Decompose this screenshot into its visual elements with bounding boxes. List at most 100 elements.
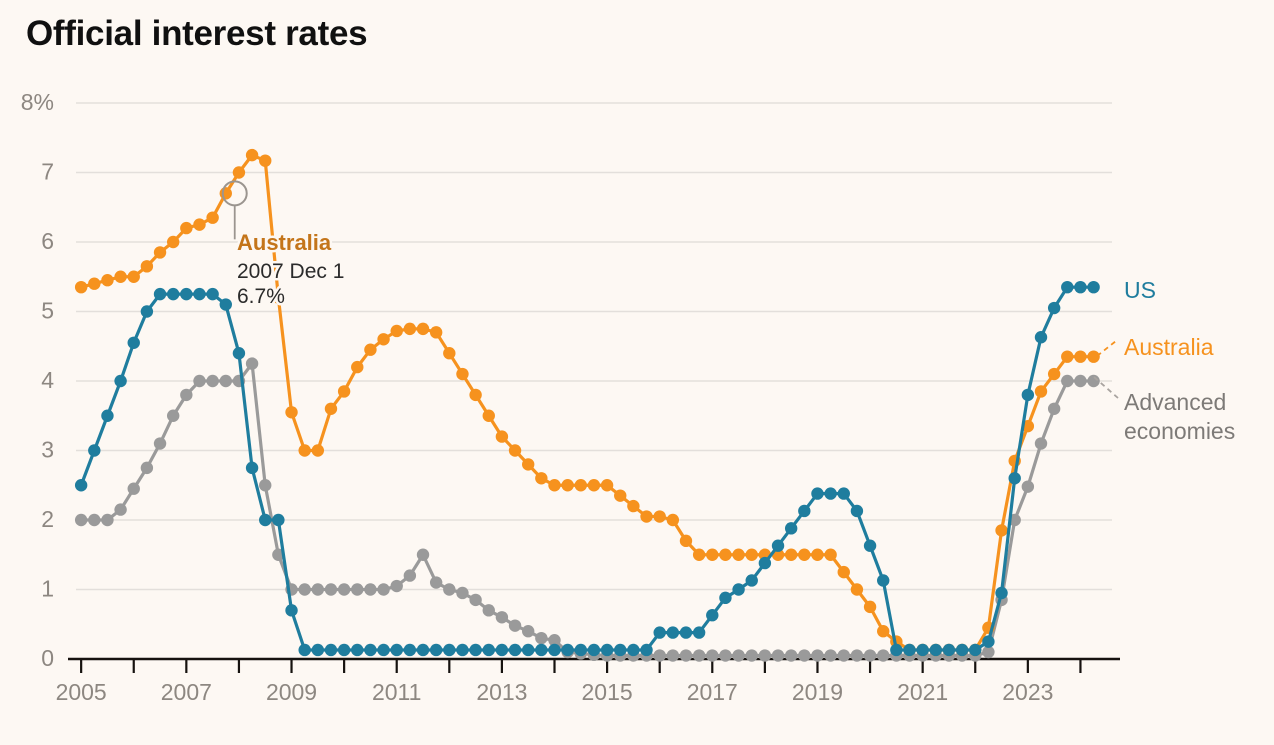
- data-point[interactable]: [771, 539, 785, 552]
- data-point[interactable]: [982, 635, 995, 648]
- data-point[interactable]: [561, 479, 574, 492]
- data-point[interactable]: [1021, 480, 1035, 493]
- data-point[interactable]: [166, 235, 180, 249]
- legend-label-us[interactable]: US: [1124, 277, 1156, 303]
- data-point[interactable]: [745, 548, 758, 561]
- data-point[interactable]: [679, 649, 693, 662]
- data-point[interactable]: [508, 444, 522, 457]
- data-point[interactable]: [364, 643, 377, 657]
- data-point[interactable]: [903, 643, 916, 657]
- data-point[interactable]: [337, 385, 351, 398]
- data-point[interactable]: [219, 187, 232, 200]
- data-point[interactable]: [259, 479, 272, 492]
- data-point[interactable]: [298, 583, 311, 596]
- data-point[interactable]: [114, 503, 127, 516]
- data-point[interactable]: [1061, 374, 1074, 388]
- data-point[interactable]: [495, 643, 509, 657]
- data-point[interactable]: [745, 574, 758, 587]
- data-point[interactable]: [377, 583, 390, 596]
- data-point[interactable]: [298, 643, 311, 657]
- data-point[interactable]: [798, 504, 811, 518]
- data-point[interactable]: [377, 643, 390, 657]
- data-point[interactable]: [929, 643, 943, 657]
- data-point[interactable]: [811, 487, 824, 500]
- data-point[interactable]: [1074, 374, 1087, 388]
- data-point[interactable]: [508, 619, 522, 632]
- data-point[interactable]: [469, 643, 482, 657]
- data-point[interactable]: [298, 444, 311, 457]
- data-point[interactable]: [219, 374, 232, 388]
- data-point[interactable]: [811, 548, 824, 561]
- data-point[interactable]: [259, 154, 272, 167]
- data-point[interactable]: [166, 287, 180, 301]
- data-point[interactable]: [811, 649, 824, 662]
- data-point[interactable]: [495, 430, 509, 443]
- data-point[interactable]: [153, 287, 167, 301]
- data-point[interactable]: [416, 322, 430, 336]
- data-point[interactable]: [259, 513, 272, 527]
- data-point[interactable]: [193, 374, 206, 388]
- data-point[interactable]: [574, 643, 587, 657]
- data-point[interactable]: [101, 513, 114, 527]
- data-point[interactable]: [206, 374, 219, 388]
- data-point[interactable]: [324, 643, 338, 657]
- data-point[interactable]: [508, 643, 522, 657]
- data-point[interactable]: [784, 522, 798, 535]
- data-point[interactable]: [390, 324, 403, 338]
- data-point[interactable]: [666, 649, 680, 662]
- data-point[interactable]: [824, 649, 837, 662]
- data-point[interactable]: [548, 634, 561, 647]
- data-point[interactable]: [863, 600, 877, 614]
- data-point[interactable]: [351, 583, 364, 596]
- data-point[interactable]: [180, 221, 193, 235]
- data-point[interactable]: [403, 322, 417, 336]
- data-point[interactable]: [127, 270, 140, 283]
- data-point[interactable]: [311, 583, 325, 596]
- data-point[interactable]: [193, 218, 206, 231]
- data-point[interactable]: [140, 305, 154, 318]
- legend-label-advanced-economies[interactable]: Advanced: [1124, 389, 1226, 415]
- data-point[interactable]: [640, 510, 653, 523]
- data-point[interactable]: [1074, 280, 1087, 294]
- data-point[interactable]: [600, 643, 614, 657]
- data-point[interactable]: [522, 643, 535, 657]
- data-point[interactable]: [88, 513, 101, 527]
- data-point[interactable]: [456, 586, 469, 600]
- data-point[interactable]: [1047, 402, 1061, 415]
- data-point[interactable]: [995, 586, 1008, 600]
- data-point[interactable]: [232, 166, 246, 179]
- data-point[interactable]: [758, 556, 772, 570]
- data-point[interactable]: [653, 626, 666, 639]
- data-point[interactable]: [88, 444, 101, 457]
- data-point[interactable]: [574, 479, 587, 492]
- data-point[interactable]: [535, 643, 548, 657]
- data-point[interactable]: [798, 649, 811, 662]
- data-point[interactable]: [272, 513, 285, 527]
- data-point[interactable]: [877, 649, 890, 662]
- data-point[interactable]: [1074, 350, 1087, 363]
- data-point[interactable]: [469, 388, 482, 402]
- data-point[interactable]: [877, 625, 890, 638]
- data-point[interactable]: [1087, 374, 1100, 388]
- data-point[interactable]: [732, 583, 745, 596]
- data-point[interactable]: [837, 649, 850, 662]
- data-point[interactable]: [1047, 301, 1061, 315]
- data-point[interactable]: [522, 625, 535, 638]
- data-point[interactable]: [416, 548, 430, 561]
- data-point[interactable]: [890, 643, 903, 657]
- data-point[interactable]: [1034, 437, 1048, 450]
- data-point[interactable]: [456, 643, 469, 657]
- data-point[interactable]: [824, 548, 837, 561]
- data-point[interactable]: [390, 579, 403, 593]
- data-point[interactable]: [771, 649, 785, 662]
- data-point[interactable]: [219, 298, 232, 311]
- data-point[interactable]: [824, 487, 837, 500]
- data-point[interactable]: [982, 645, 995, 659]
- data-point[interactable]: [587, 479, 601, 492]
- data-point[interactable]: [114, 374, 127, 388]
- data-point[interactable]: [798, 548, 811, 561]
- data-point[interactable]: [758, 649, 772, 662]
- data-point[interactable]: [719, 548, 732, 561]
- data-point[interactable]: [482, 604, 495, 617]
- data-point[interactable]: [180, 287, 193, 301]
